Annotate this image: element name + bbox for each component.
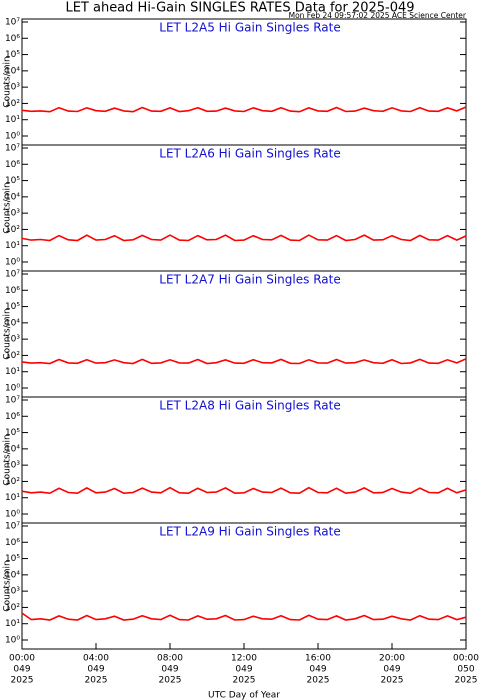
- y-tick-label: 10⁵: [5, 176, 20, 186]
- data-line: [21, 612, 467, 621]
- panel-frame: [21, 144, 467, 272]
- y-tick-label: 10¹: [5, 241, 20, 251]
- x-tick-year: 2025: [159, 676, 182, 686]
- x-tick-label: 16:00: [305, 654, 331, 664]
- y-tick-label: 10⁴: [5, 444, 20, 454]
- y-tick-label: 10²: [5, 477, 20, 487]
- data-line: [21, 106, 467, 113]
- x-tick-day: 049: [235, 665, 252, 675]
- y-axis-label: Counts/min: [3, 434, 13, 485]
- data-line: [21, 486, 467, 495]
- y-tick-label: 10³: [5, 209, 20, 219]
- x-tick-day: 049: [161, 665, 178, 675]
- x-tick-label: 04:00: [83, 654, 109, 664]
- page-title: LET ahead Hi-Gain SINGLES RATES Data for…: [65, 1, 414, 16]
- x-tick-label: 00:00: [453, 654, 479, 664]
- y-tick-label: 10⁴: [5, 318, 20, 328]
- y-tick-label: 10¹: [5, 115, 20, 125]
- data-line: [21, 234, 467, 242]
- y-tick-label: 10²: [5, 603, 20, 613]
- x-tick-year: 2025: [455, 676, 478, 686]
- y-tick-label: 10⁴: [5, 570, 20, 580]
- y-tick-label: 10⁵: [5, 428, 20, 438]
- x-tick-year: 2025: [85, 676, 108, 686]
- panel-title: LET L2A7 Hi Gain Singles Rate: [159, 273, 340, 287]
- y-tick-label: 10³: [5, 335, 20, 345]
- y-tick-label: 10⁶: [5, 412, 20, 422]
- x-tick-year: 2025: [381, 676, 404, 686]
- x-tick-year: 2025: [233, 676, 256, 686]
- x-axis-label: UTC Day of Year: [208, 691, 280, 700]
- y-tick-label: 10⁷: [5, 18, 20, 28]
- y-tick-label: 10⁰: [5, 384, 20, 394]
- panel-title: LET L2A6 Hi Gain Singles Rate: [159, 147, 340, 161]
- panel-frame: [21, 522, 467, 650]
- y-tick-label: 10⁴: [5, 192, 20, 202]
- y-tick-label: 10⁰: [5, 636, 20, 646]
- x-tick-day: 049: [383, 665, 400, 675]
- panel-frame: [21, 18, 467, 146]
- x-tick-year: 2025: [307, 676, 330, 686]
- y-tick-label: 10⁷: [5, 144, 20, 154]
- x-tick-day: 049: [87, 665, 104, 675]
- y-tick-label: 10³: [5, 587, 20, 597]
- y-axis-label: Counts/min: [3, 56, 13, 107]
- y-tick-label: 10¹: [5, 619, 20, 629]
- y-axis-label: Counts/min: [3, 182, 13, 233]
- y-tick-label: 10²: [5, 99, 20, 109]
- y-tick-label: 10⁶: [5, 160, 20, 170]
- panel-frame: [21, 270, 467, 398]
- y-tick-label: 10¹: [5, 367, 20, 377]
- timestamp: Mon Feb 24 09:57:02 2025 ACE Science Cen…: [289, 11, 467, 20]
- y-tick-label: 10³: [5, 461, 20, 471]
- y-tick-label: 10²: [5, 351, 20, 361]
- x-tick-day: 049: [309, 665, 326, 675]
- y-tick-label: 10⁰: [5, 132, 20, 142]
- y-tick-label: 10⁵: [5, 554, 20, 564]
- x-tick-label: 12:00: [231, 654, 257, 664]
- x-tick-day: 050: [457, 665, 474, 675]
- y-tick-label: 10⁶: [5, 34, 20, 44]
- x-tick-year: 2025: [11, 676, 34, 686]
- y-tick-label: 10⁰: [5, 258, 20, 268]
- x-tick-day: 049: [13, 665, 30, 675]
- x-tick-label: 00:00: [9, 654, 35, 664]
- y-tick-label: 10⁴: [5, 66, 20, 76]
- y-tick-label: 10⁵: [5, 50, 20, 60]
- y-axis-label: Counts/min: [3, 560, 13, 611]
- x-tick-label: 08:00: [157, 654, 183, 664]
- y-tick-label: 10⁷: [5, 396, 20, 406]
- panel-title: LET L2A9 Hi Gain Singles Rate: [159, 525, 340, 539]
- y-axis-label: Counts/min: [3, 308, 13, 359]
- y-tick-label: 10⁰: [5, 510, 20, 520]
- y-tick-label: 10⁵: [5, 302, 20, 312]
- y-tick-label: 10⁶: [5, 286, 20, 296]
- panel-title: LET L2A8 Hi Gain Singles Rate: [159, 399, 340, 413]
- y-tick-label: 10³: [5, 83, 20, 93]
- data-line: [21, 358, 467, 365]
- y-tick-label: 10⁷: [5, 522, 20, 532]
- panel-title: LET L2A5 Hi Gain Singles Rate: [159, 21, 340, 35]
- y-tick-label: 10⁶: [5, 538, 20, 548]
- y-tick-label: 10²: [5, 225, 20, 235]
- panel-frame: [21, 396, 467, 524]
- x-tick-label: 20:00: [379, 654, 405, 664]
- y-tick-label: 10¹: [5, 493, 20, 503]
- y-tick-label: 10⁷: [5, 270, 20, 280]
